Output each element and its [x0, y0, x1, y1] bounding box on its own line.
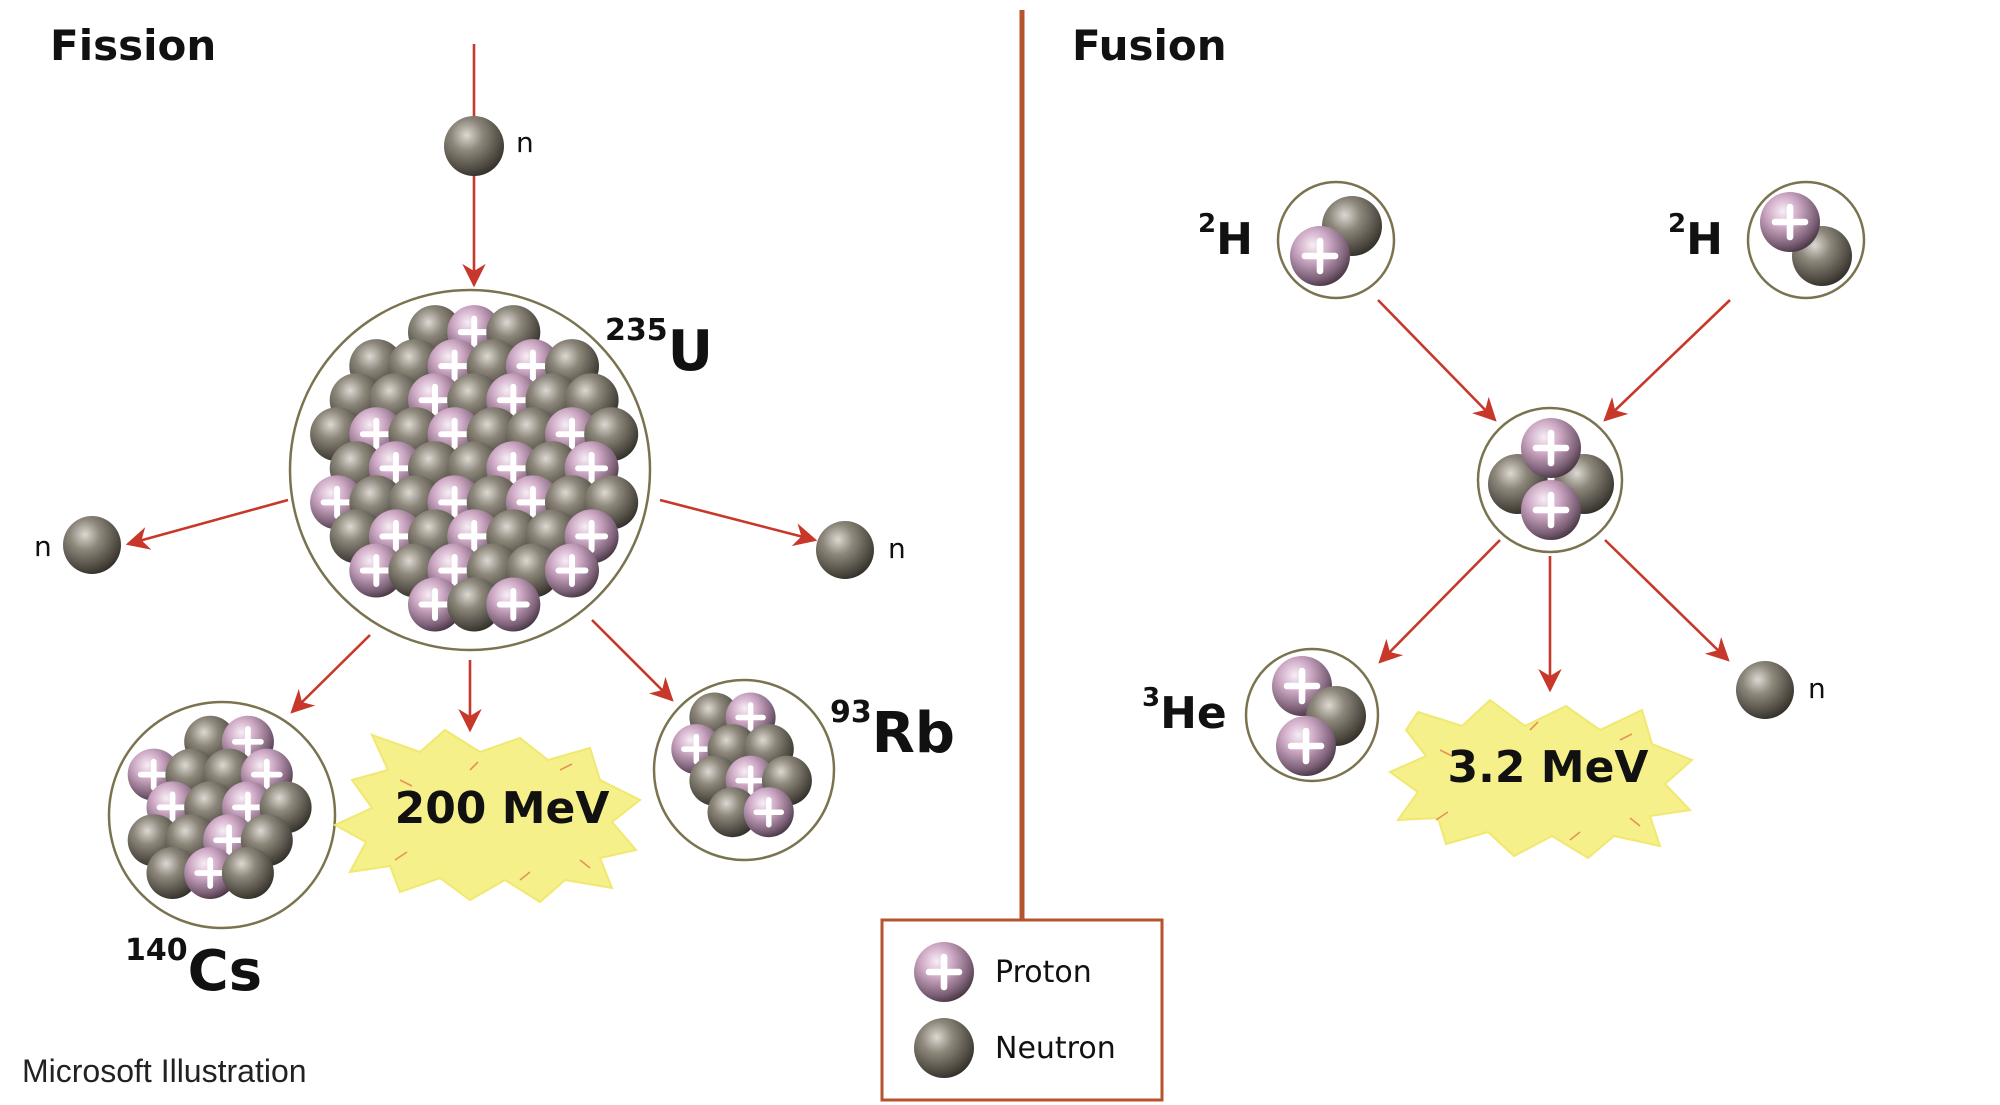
deuterium-left-mass-number: 2: [1198, 209, 1216, 239]
compound-proton-1: [1521, 418, 1581, 478]
uranium-proton: [545, 544, 599, 598]
fusion-energy-burst: [1387, 698, 1694, 860]
rubidium-proton: [744, 787, 794, 837]
deuterium-right-proton: [1760, 192, 1820, 252]
cesium-label: 140Cs: [125, 933, 262, 1004]
fusion-neutron-arrow: [1604, 539, 1730, 662]
left-neutron-arrow: [125, 498, 289, 550]
helium3-proton-2: [1276, 716, 1336, 776]
deuterium-left: [1276, 180, 1396, 300]
deuterium-left-label: 2H: [1198, 209, 1253, 265]
right-neutron-arrow: [659, 498, 818, 547]
uranium-nucleus: [288, 288, 652, 652]
fission-energy-label: 200 MeV: [395, 783, 610, 834]
helium3-mass-number: 3: [1142, 683, 1160, 713]
fusion-energy-label: 3.2 MeV: [1448, 742, 1649, 793]
cesium-arrow: [290, 634, 371, 714]
fission-energy-burst: [332, 728, 642, 904]
fusion-emitted-neutron: [1736, 661, 1794, 719]
credit-text: Microsoft Illustration: [22, 1053, 307, 1089]
uranium-symbol: U: [668, 319, 713, 384]
right-emitted-neutron: [816, 521, 874, 579]
right-neutron-label: n: [888, 532, 906, 565]
deuterium-right-mass-number: 2: [1668, 209, 1686, 239]
left-neutron-label: n: [34, 530, 52, 563]
legend-proton-label: Proton: [995, 955, 1092, 990]
fusion-title: Fusion: [1072, 21, 1227, 70]
uranium-proton: [486, 578, 540, 632]
rubidium-label: 93Rb: [830, 695, 955, 766]
helium3-symbol: He: [1160, 688, 1227, 739]
fusion-neutron-label: n: [1808, 672, 1826, 705]
left-emitted-neutron: [63, 516, 121, 574]
helium3-label: 3He: [1142, 683, 1227, 739]
cesium-nucleus: [107, 700, 337, 930]
rubidium-nucleus: [652, 678, 836, 862]
deuterium-right-label: 2H: [1668, 209, 1723, 265]
rubidium-symbol: Rb: [872, 701, 955, 766]
helium3-nucleus: [1244, 647, 1380, 783]
rubidium-arrow: [591, 619, 674, 702]
incoming-neutron-label: n: [516, 126, 534, 159]
uranium-mass-number: 235: [605, 313, 668, 348]
compound-nucleus: [1476, 406, 1624, 554]
fusion-left-arrow: [1377, 299, 1497, 422]
legend-proton-swatch: [914, 942, 974, 1002]
rubidium-mass-number: 93: [830, 695, 872, 730]
deuterium-left-symbol: H: [1216, 214, 1253, 265]
compound-proton-2: [1521, 480, 1581, 540]
helium-arrow: [1378, 539, 1501, 664]
legend-neutron-label: Neutron: [995, 1031, 1116, 1066]
legend-neutron-swatch: [914, 1018, 974, 1078]
cesium-neutron: [221, 847, 274, 899]
uranium-label: 235U: [605, 313, 713, 384]
fission-title: Fission: [50, 21, 216, 70]
deuterium-right-symbol: H: [1686, 214, 1723, 265]
deuterium-right: [1746, 180, 1866, 300]
cesium-symbol: Cs: [188, 939, 262, 1004]
legend: Proton Neutron: [880, 918, 1164, 1102]
legend-box: [880, 918, 1164, 1102]
fusion-right-arrow: [1603, 299, 1731, 422]
deuterium-left-proton: [1290, 226, 1350, 286]
incoming-neutron: [444, 116, 504, 176]
cesium-mass-number: 140: [125, 933, 188, 968]
uranium-nucleons: [310, 305, 639, 632]
